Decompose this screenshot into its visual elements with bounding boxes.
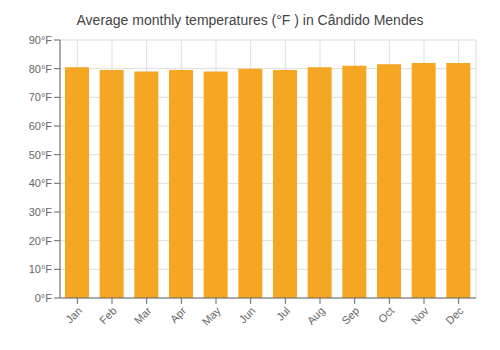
- svg-text:Jan: Jan: [63, 304, 84, 325]
- svg-text:Sep: Sep: [339, 304, 361, 326]
- svg-text:50°F: 50°F: [29, 149, 53, 161]
- svg-text:Jun: Jun: [237, 304, 258, 325]
- svg-text:Feb: Feb: [97, 304, 119, 326]
- svg-text:May: May: [200, 304, 224, 328]
- svg-text:Aug: Aug: [305, 304, 327, 326]
- svg-text:80°F: 80°F: [29, 63, 53, 75]
- svg-text:30°F: 30°F: [29, 206, 53, 218]
- svg-text:Mar: Mar: [132, 304, 154, 326]
- svg-text:Nov: Nov: [409, 304, 432, 327]
- svg-text:40°F: 40°F: [29, 177, 53, 189]
- svg-text:90°F: 90°F: [29, 34, 53, 46]
- svg-text:Dec: Dec: [443, 304, 466, 327]
- svg-text:20°F: 20°F: [29, 235, 53, 247]
- svg-text:70°F: 70°F: [29, 91, 53, 103]
- svg-text:10°F: 10°F: [29, 263, 53, 275]
- svg-text:Jul: Jul: [274, 304, 292, 322]
- svg-text:60°F: 60°F: [29, 120, 53, 132]
- svg-text:Oct: Oct: [376, 304, 397, 325]
- svg-text:0°F: 0°F: [35, 292, 53, 304]
- svg-text:Apr: Apr: [168, 304, 189, 325]
- html-text:Average monthly temperatures (: Average monthly temperatures (°F ) in Câ…: [76, 12, 424, 28]
